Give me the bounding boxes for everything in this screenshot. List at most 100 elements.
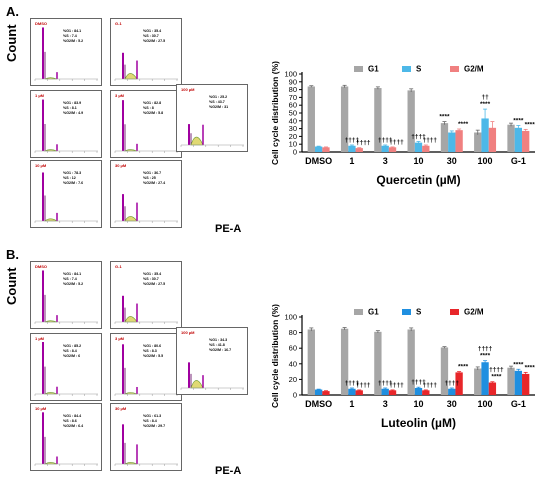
y-tick-label: 70: [289, 93, 297, 102]
legend-swatch: [450, 309, 459, 315]
bar: [440, 347, 449, 395]
histogram-plot: 30 µM %G1 : 36.7 %S : 25 %G2/M : 27.4: [110, 160, 182, 228]
significance-marker: ****: [439, 114, 450, 121]
histogram-stats: %G1 : 61.3 %S : 8.4 %G2/M : 29.7: [143, 414, 166, 428]
histogram-plot: 10 µM %G1 : 84.4 %S : 8.6 %G2/M : 6.4: [30, 403, 102, 471]
bar: [348, 388, 356, 395]
histogram-title: G-1: [115, 21, 122, 26]
legend-label: G2/M: [464, 65, 484, 74]
histogram-stats: %G1 : 35.4 %S : 30.7 %G2/M : 27.5: [143, 29, 166, 43]
histogram-trace: [34, 270, 98, 324]
count-axis-label: Count: [4, 267, 19, 305]
bar: [388, 390, 397, 395]
bar: [348, 145, 356, 152]
histogram-stats: %G1 : 82.8 %S : 8 %G2/M : 5.8: [143, 101, 164, 115]
histogram-plot: 100 µM %G1 : 34.3 %S : 41.8 %G2/M : 16.7: [176, 327, 248, 395]
histogram-title: 3 µM: [115, 336, 124, 341]
legend-label: G1: [368, 308, 379, 317]
significance-marker: ††††: [489, 367, 504, 374]
histogram-trace: [180, 124, 244, 147]
x-axis-title: Quercetin (µM): [376, 173, 460, 187]
y-tick-label: 10: [289, 140, 297, 149]
x-tick-label: 10: [413, 156, 423, 166]
histogram-trace: [114, 344, 178, 396]
y-tick-label: 90: [289, 77, 297, 86]
y-tick-label: 60: [289, 101, 297, 110]
bar: [314, 389, 323, 395]
bar: [314, 146, 323, 152]
x-tick-label: 30: [447, 156, 457, 166]
histogram-trace: [34, 342, 98, 396]
significance-marker: ††: [481, 94, 489, 101]
bar: [307, 329, 315, 395]
count-axis-label: Count: [4, 24, 19, 62]
panel-b: B. Count PE-A DMSO %G1 : 84.1 %S : 7.4 %G…: [0, 243, 550, 483]
bar: [381, 145, 389, 152]
significance-marker: ****: [491, 374, 502, 381]
bar: [514, 370, 523, 395]
bar: [474, 368, 482, 395]
significance-marker: ††††: [423, 382, 438, 389]
bar: [374, 331, 382, 395]
bar: [340, 86, 349, 152]
bar: [307, 86, 315, 152]
x-tick-label: G-1: [511, 156, 526, 166]
y-tick-label: 20: [289, 375, 297, 384]
bar: [474, 132, 482, 152]
legend-label: G2/M: [464, 308, 484, 317]
bar: [407, 329, 415, 395]
bar: [522, 373, 530, 395]
legend-swatch: [402, 66, 411, 72]
panel-letter: B.: [6, 247, 19, 262]
y-tick-label: 30: [289, 124, 297, 133]
histogram-plot: G-1 %G1 : 35.4 %S : 30.7 %G2/M : 27.5: [110, 261, 182, 329]
histogram-trace: [34, 99, 98, 153]
legend-label: S: [416, 308, 422, 317]
bar: [507, 124, 515, 152]
y-tick-label: 100: [284, 70, 297, 79]
cell-cycle-bar-chart-luteolin: 0 20 40 60 80 100 Cell cycle distribution (%) L…: [270, 304, 536, 430]
bar: [455, 130, 463, 152]
x-tick-label: 3: [383, 156, 388, 166]
histogram-title: 30 µM: [115, 406, 127, 411]
bar: [488, 127, 497, 152]
histogram-trace: [114, 52, 178, 81]
panel-letter: A.: [6, 4, 19, 19]
bar: [414, 387, 423, 395]
histogram-stats: %G1 : 84.1 %S : 7.4 %G2/M : 5.2: [63, 29, 84, 43]
histogram-plot: 100 µM %G1 : 25.2 %S : 43.7 %G2/M : 31: [176, 84, 248, 152]
histogram-title: G-1: [115, 264, 122, 269]
histogram-plot: DMSO %G1 : 84.1 %S : 7.4 %G2/M : 5.2: [30, 261, 102, 329]
significance-marker: ††††: [356, 382, 371, 389]
x-tick-label: 1: [349, 156, 354, 166]
y-tick-label: 0: [293, 391, 297, 400]
bar: [381, 388, 389, 395]
histogram-title: 100 µM: [181, 87, 195, 92]
bar: [440, 123, 449, 152]
histogram-trace: [180, 362, 244, 390]
histogram-trace: [34, 412, 98, 466]
bar: [448, 388, 456, 395]
histogram-plot: DMSO %G1 : 84.1 %S : 7.4 %G2/M : 5.2: [30, 18, 102, 86]
significance-marker: ††††: [389, 382, 404, 389]
significance-marker: ††††: [411, 133, 426, 140]
significance-marker: ††††: [378, 380, 393, 387]
histogram-trace: [34, 172, 98, 223]
bar: [488, 382, 497, 395]
y-axis-title: Cell cycle distribution (%): [270, 304, 280, 408]
significance-marker: ****: [525, 364, 536, 371]
histogram-stats: %G1 : 36.7 %S : 25 %G2/M : 27.4: [143, 171, 166, 185]
histogram-stats: %G1 : 85.2 %S : 8.4 %G2/M : 6: [63, 344, 82, 358]
x-tick-label: DMSO: [305, 399, 332, 409]
bar: [481, 362, 489, 395]
significance-marker: ****: [458, 364, 469, 371]
x-tick-label: 100: [478, 399, 493, 409]
bar: [481, 118, 489, 152]
significance-marker: ††††: [423, 137, 438, 144]
bar: [374, 88, 382, 152]
histogram-title: 3 µM: [115, 93, 124, 98]
x-tick-label: 3: [383, 399, 388, 409]
histogram-title: 10 µM: [35, 406, 47, 411]
flow-cytometry-group: Count PE-A DMSO %G1 : 84.1 %S : 7.4 %G2/M…: [0, 0, 250, 240]
y-tick-label: 60: [289, 344, 297, 353]
